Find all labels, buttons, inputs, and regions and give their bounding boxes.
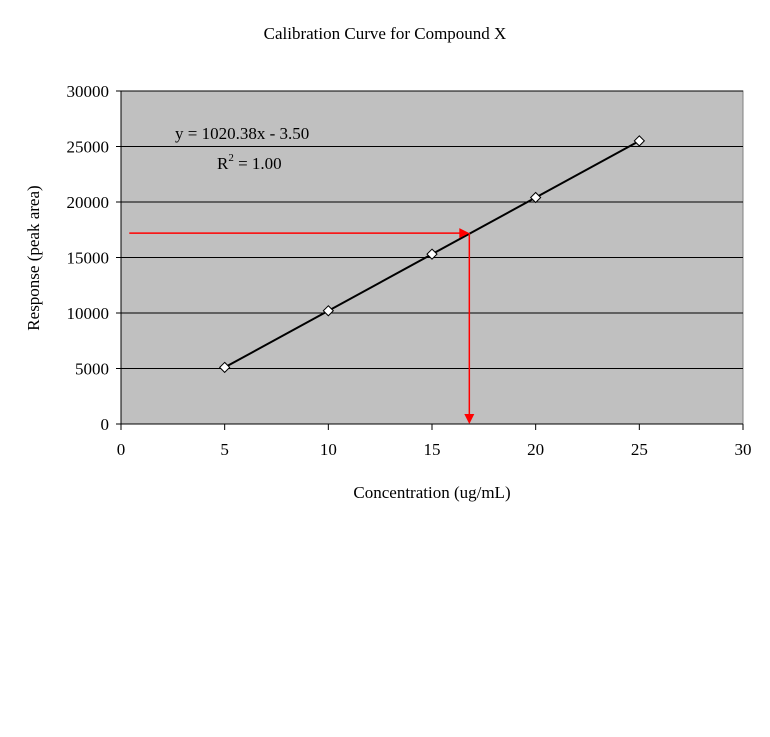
data-point — [426, 248, 438, 260]
y-tick-label: 15000 — [67, 249, 110, 268]
data-point — [218, 361, 231, 374]
data-point — [633, 135, 646, 147]
r-squared-label: R2 = 1.00 — [217, 152, 282, 173]
y-tick-label: 10000 — [67, 304, 110, 323]
y-axis-label: Response (peak area) — [24, 185, 43, 330]
x-tick-label: 10 — [320, 440, 337, 459]
data-point — [322, 305, 335, 317]
x-tick-label: 5 — [220, 440, 229, 459]
y-tick-label: 5000 — [75, 360, 109, 379]
y-tick-label: 30000 — [67, 82, 110, 101]
vertical-arrow-head — [464, 414, 475, 424]
chart-title: Calibration Curve for Compound X — [264, 24, 507, 43]
x-tick-label: 15 — [424, 440, 441, 459]
trendline-equation: y = 1020.38x - 3.50 — [175, 124, 309, 143]
y-tick-label: 20000 — [67, 193, 110, 212]
x-tick-label: 0 — [117, 440, 126, 459]
data-point — [529, 191, 542, 204]
x-tick-label: 30 — [735, 440, 752, 459]
x-tick-label: 20 — [527, 440, 544, 459]
horizontal-arrow-head — [459, 228, 470, 239]
y-tick-label: 0 — [101, 415, 110, 434]
x-axis-label: Concentration (ug/mL) — [353, 483, 510, 502]
x-tick-label: 25 — [631, 440, 648, 459]
y-tick-label: 25000 — [67, 138, 110, 157]
